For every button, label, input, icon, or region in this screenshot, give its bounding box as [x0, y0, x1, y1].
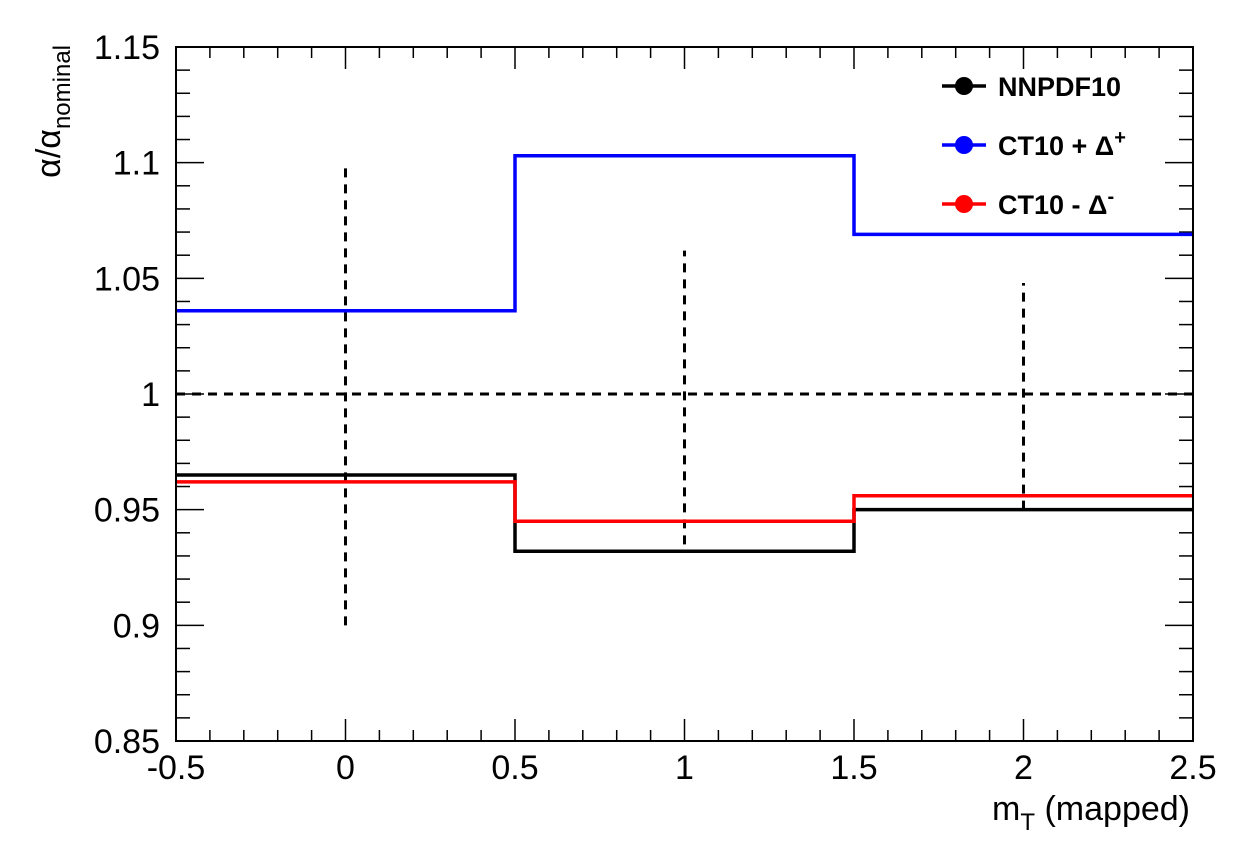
axes-layer: 0.85 0.9 0.95 1 1.05 1.1 1.15 -0.5 0 0.5 1 1.5 2 2.5	[94, 29, 1217, 787]
x-axis-title-sub: T	[1020, 809, 1035, 836]
y-tick-label: 1.1	[113, 145, 160, 183]
x-axis-title-main: m	[992, 790, 1020, 828]
x-tick-label: 0.5	[491, 749, 538, 787]
legend-marker	[955, 136, 973, 154]
series-line-0	[176, 473, 1193, 554]
series-line-1	[176, 153, 1193, 313]
y-tick-label: 0.95	[94, 492, 160, 530]
legend-marker	[955, 77, 973, 95]
legend: NNPDF10 CT10 + Δ+ CT10 - Δ-	[942, 72, 1126, 220]
frame-layer	[175, 46, 1194, 742]
x-axis-title: mT (mapped)	[992, 790, 1190, 836]
legend-label-main: CT10 - Δ	[998, 190, 1107, 220]
legend-label-sup: -	[1107, 186, 1114, 208]
y-tick-label: 0.9	[113, 607, 160, 645]
legend-label-sup: +	[1114, 127, 1126, 149]
axis-titles: mT (mapped) α/αnominal	[30, 45, 1190, 836]
y-axis-title-main: α/α	[30, 129, 68, 178]
plot-frame	[175, 46, 1194, 742]
legend-label: CT10 - Δ-	[998, 186, 1114, 220]
y-tick-label: 1.15	[94, 29, 160, 67]
y-axis-title-sub: nominal	[49, 45, 76, 129]
series-line-2	[176, 480, 1193, 523]
x-tick-label: 1	[675, 749, 694, 787]
error-bars-layer	[344, 167, 1025, 626]
y-tick-label: 0.85	[94, 723, 160, 761]
x-axis-title-rest: (mapped)	[1035, 790, 1190, 828]
legend-label: NNPDF10	[998, 72, 1121, 102]
legend-marker	[955, 195, 973, 213]
legend-label-main: CT10 + Δ	[998, 131, 1114, 161]
x-tick-label: -0.5	[147, 749, 206, 787]
legend-label: CT10 + Δ+	[998, 127, 1126, 161]
x-tick-label: 2.5	[1169, 749, 1216, 787]
x-tick-label: 0	[336, 749, 355, 787]
series-layer	[176, 153, 1193, 554]
x-tick-label: 1.5	[830, 749, 877, 787]
y-axis-title: α/αnominal	[30, 45, 76, 178]
y-tick-label: 1	[141, 376, 160, 414]
y-tick-label: 1.05	[94, 260, 160, 298]
legend-label-main: NNPDF10	[998, 72, 1121, 102]
x-tick-label: 2	[1014, 749, 1033, 787]
